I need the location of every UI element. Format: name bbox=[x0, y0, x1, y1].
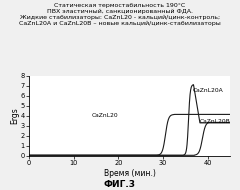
Text: ФИГ.3: ФИГ.3 bbox=[104, 180, 136, 189]
Text: CaZnL20: CaZnL20 bbox=[91, 113, 118, 118]
Y-axis label: Ergs: Ergs bbox=[10, 108, 19, 124]
Text: CaZnL20B: CaZnL20B bbox=[200, 119, 231, 124]
Text: CaZnL20A: CaZnL20A bbox=[192, 88, 223, 93]
Text: Статическая термостабильность 190°C
ПВХ эластичный, санкционированный ФДА.
Жидки: Статическая термостабильность 190°C ПВХ … bbox=[19, 3, 221, 26]
X-axis label: Время (мин.): Время (мин.) bbox=[104, 169, 156, 178]
